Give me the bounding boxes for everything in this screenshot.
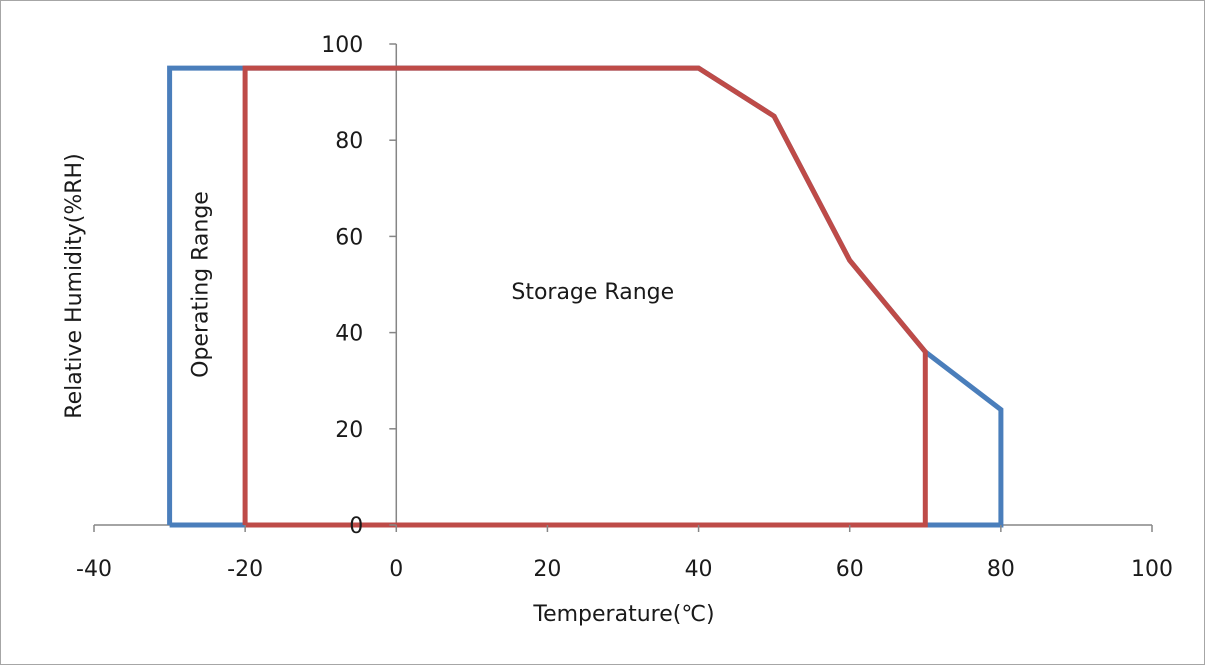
y-tick-label: 0 xyxy=(349,514,363,539)
y-tick-label: 60 xyxy=(335,225,363,250)
y-tick-label: 80 xyxy=(335,129,363,154)
y-tick-label: 100 xyxy=(321,33,363,58)
x-tick-label: -40 xyxy=(76,557,112,582)
x-axis-title: Temperature(℃) xyxy=(532,602,714,627)
x-tick-label: 0 xyxy=(389,557,403,582)
x-tick-label: -20 xyxy=(227,557,263,582)
annotation-storage-range: Storage Range xyxy=(511,280,674,305)
y-tick-label: 20 xyxy=(335,418,363,443)
y-tick-label: 40 xyxy=(335,322,363,347)
x-tick-label: 80 xyxy=(987,557,1015,582)
x-tick-label: 40 xyxy=(685,557,713,582)
y-axis-title: Relative Humidity(%RH) xyxy=(62,153,87,418)
annotation-operating-range: Operating Range xyxy=(188,191,213,378)
x-tick-label: 60 xyxy=(836,557,864,582)
x-tick-label: 100 xyxy=(1131,557,1173,582)
series-line-2 xyxy=(242,65,928,528)
x-tick-label: 20 xyxy=(533,557,561,582)
